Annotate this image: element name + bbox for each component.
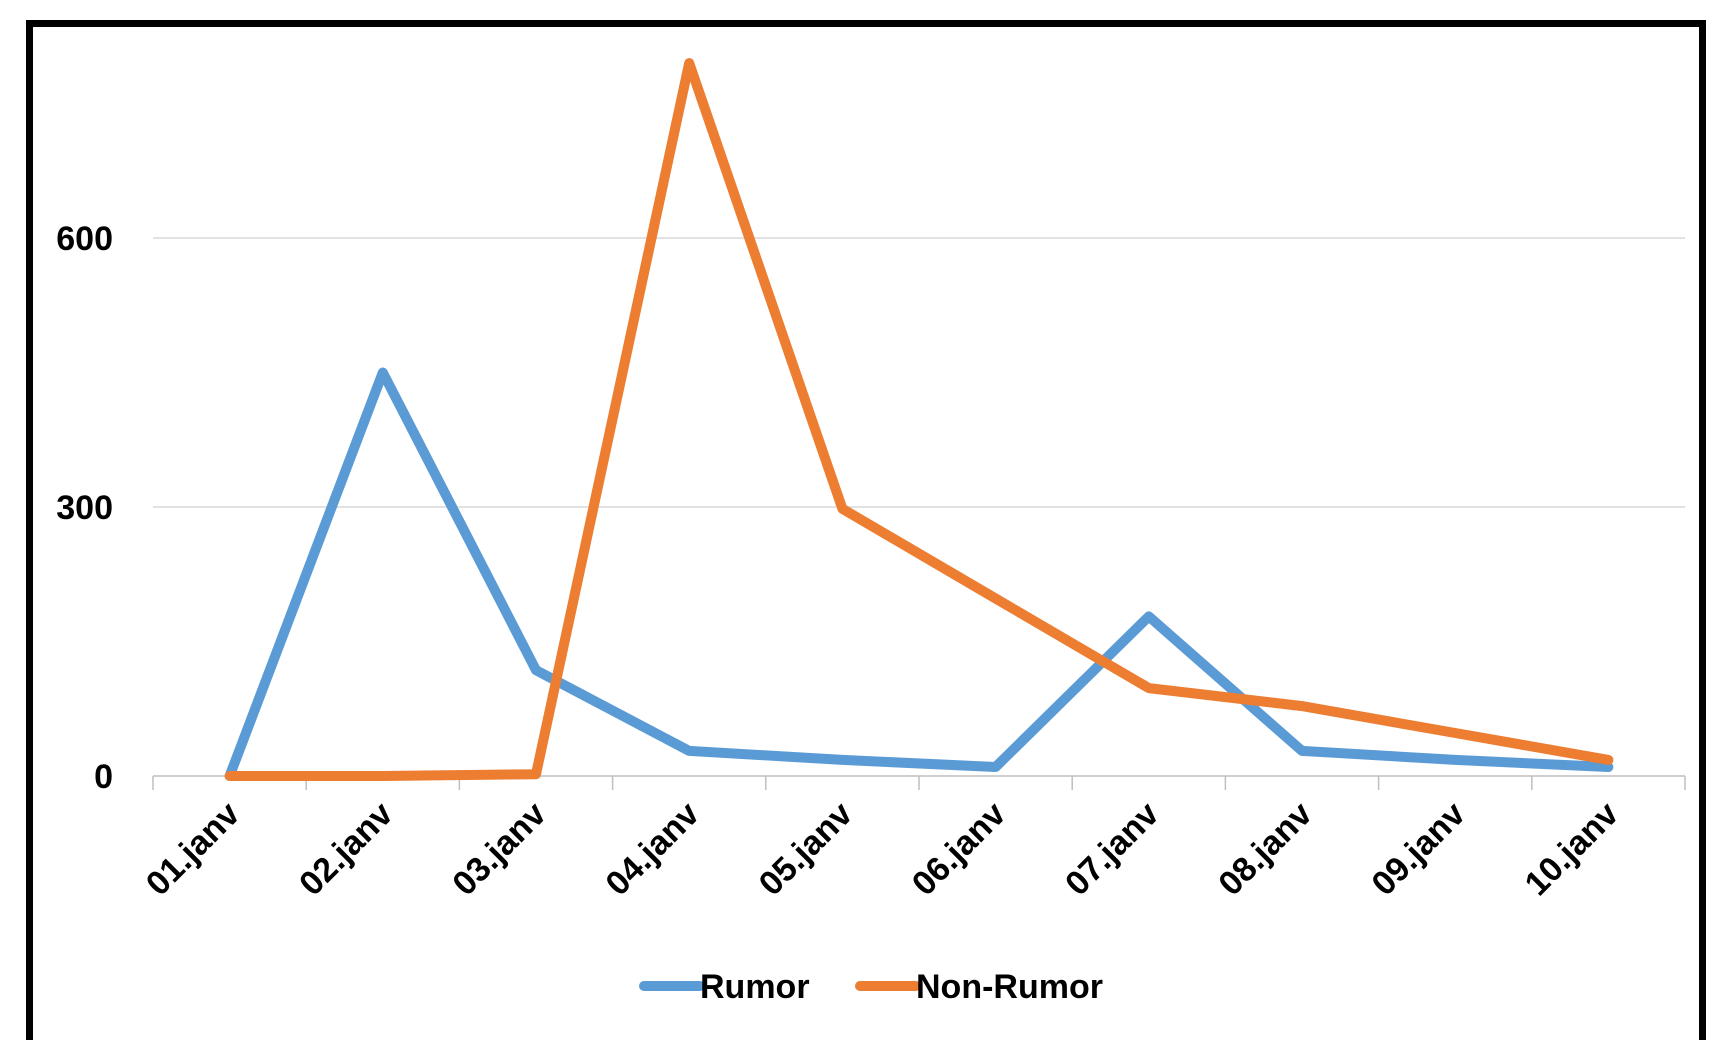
x-axis-tick-labels: 01.janv 02.janv 03.janv 04.janv 05.janv 06.ja… [139,795,1626,903]
x-tick-label: 02.janv [292,795,400,903]
x-tick-label: 10.janv [1518,795,1626,903]
gridlines [153,237,1685,508]
x-tick-label: 05.janv [752,795,860,903]
y-tick-label: 300 [56,489,113,527]
x-tick-label: 03.janv [445,795,553,903]
x-tick-label: 04.janv [598,795,706,903]
x-tick-label: 06.janv [905,795,1013,903]
legend-label: Rumor [700,968,810,1006]
x-tick-label: 09.janv [1364,795,1472,903]
y-tick-label: 0 [94,758,113,796]
series-line-non-rumor [224,58,1614,781]
x-tick-label: 08.janv [1211,795,1319,903]
series-line-rumor [224,367,1614,781]
y-tick-label: 600 [56,220,113,258]
chart-frame [26,20,1706,1040]
legend: Rumor Non-Rumor [639,968,1103,1006]
series-lines [224,58,1614,781]
y-axis-tick-labels: 0 300 600 [56,220,113,796]
x-tick-label: 01.janv [139,795,247,903]
line-chart: 0 300 600 01.janv 02.janv 03.janv 04.janv 05.j… [56,58,1686,1006]
x-tick-label: 07.janv [1058,795,1166,903]
legend-label: Non-Rumor [916,968,1103,1006]
